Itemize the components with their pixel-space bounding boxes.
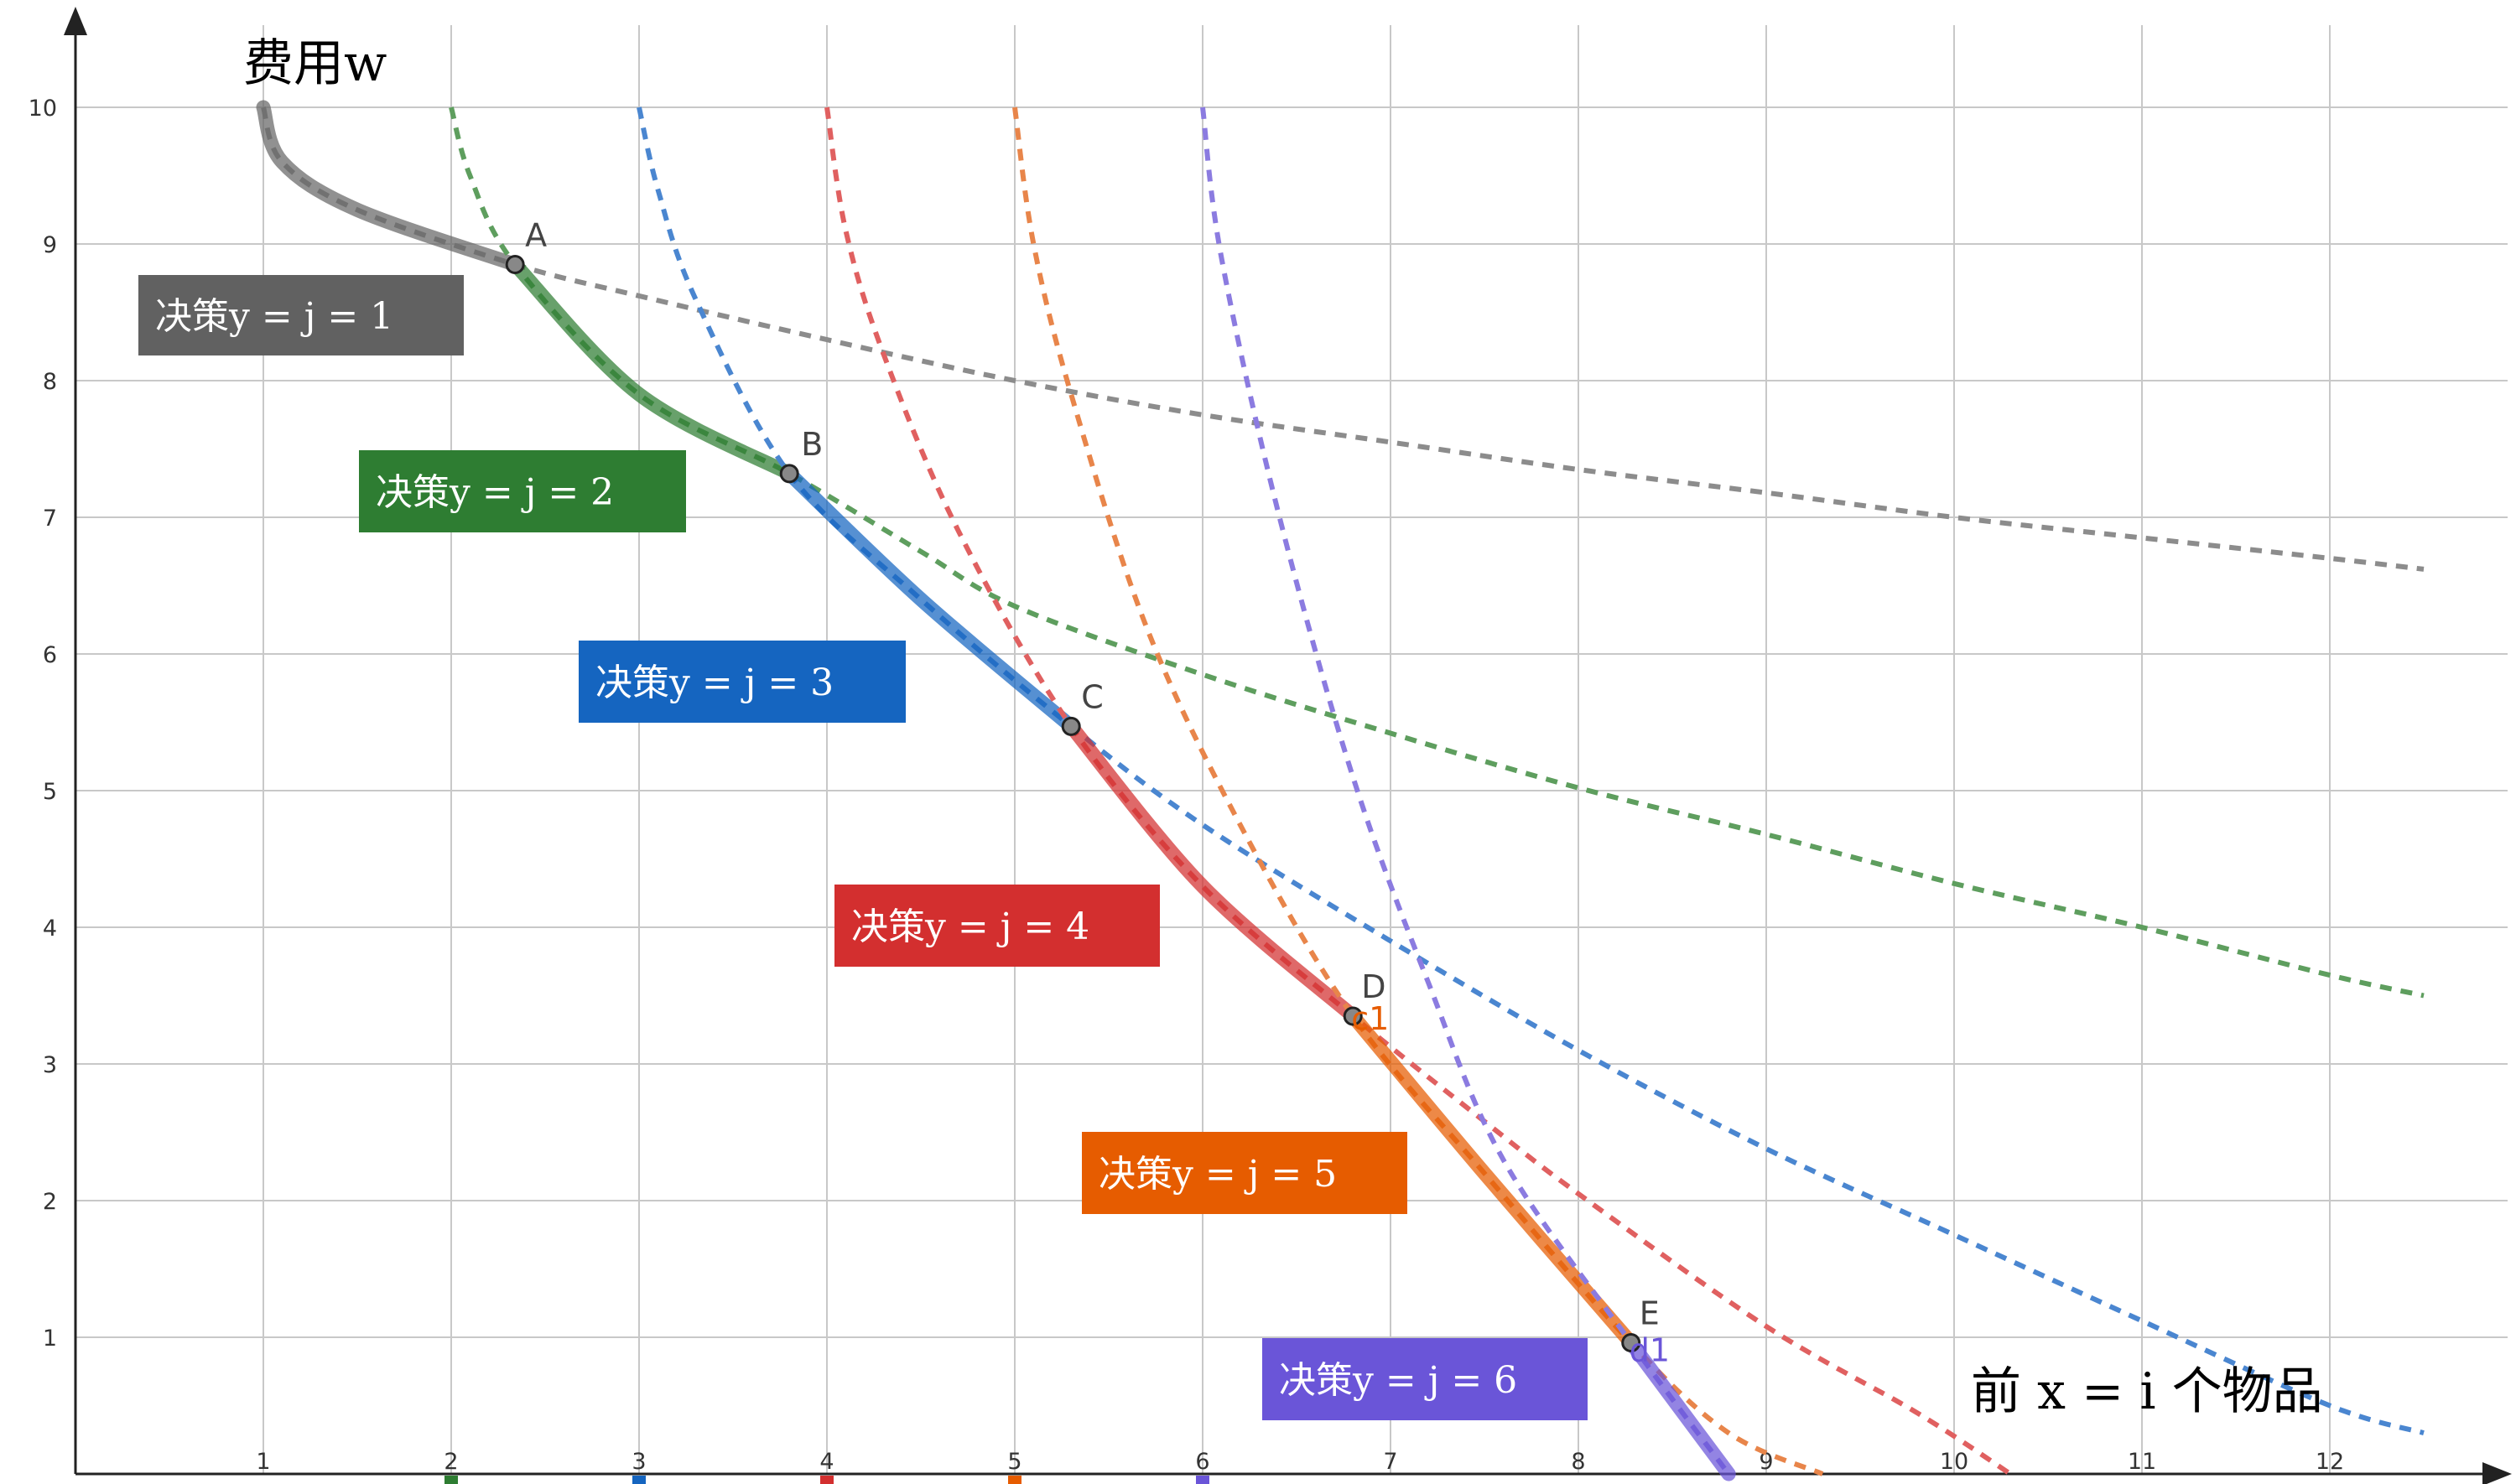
axis-marker-j6 bbox=[1196, 1476, 1209, 1484]
axis-marker-j4 bbox=[820, 1476, 834, 1484]
decision-badge-label: 决策y = j = 2 bbox=[376, 471, 614, 514]
series-j6-optimal-segment bbox=[1624, 1336, 1736, 1481]
x-axis-arrow-icon bbox=[2482, 1462, 2512, 1484]
y-axis-title: 费用w bbox=[243, 34, 387, 93]
series-j2-dashed-curve bbox=[449, 106, 2425, 999]
x-tick-label: 9 bbox=[1759, 1449, 1773, 1475]
series-j2-optimal-segment bbox=[507, 257, 797, 481]
decision-badge-label: 决策y = j = 3 bbox=[595, 662, 834, 704]
axis-marker-j2 bbox=[444, 1476, 458, 1484]
y-tick-label: 1 bbox=[43, 1326, 57, 1352]
y-tick-label: 6 bbox=[43, 642, 57, 668]
x-tick-label: 2 bbox=[444, 1449, 458, 1475]
decision-badge-j4: 决策y = j = 4 bbox=[834, 885, 1160, 967]
x-tick-label: 7 bbox=[1383, 1449, 1397, 1475]
decision-badge-bg bbox=[579, 641, 906, 723]
y-tick-label: 7 bbox=[43, 506, 57, 532]
decision-badge-j5: 决策y = j = 5 bbox=[1082, 1132, 1407, 1214]
point-label-d: D bbox=[1361, 968, 1385, 1005]
x-tick-label: 5 bbox=[1007, 1449, 1021, 1475]
badges-layer: 决策y = j = 1 决策y = j = 2 决策y = j = 3 决策y = j… bbox=[138, 275, 1588, 1420]
x-tick-label: 6 bbox=[1195, 1449, 1209, 1475]
x-tick-label: 4 bbox=[819, 1449, 834, 1475]
series-j3-optimal-segment bbox=[782, 466, 1079, 734]
axis-marker-j5 bbox=[1008, 1476, 1021, 1484]
point-c bbox=[1061, 716, 1081, 736]
y-tick-label: 10 bbox=[29, 96, 57, 122]
series-j1-optimal-segment bbox=[256, 100, 522, 272]
points-layer: A B C D Ec1 d1 bbox=[505, 216, 1670, 1369]
decision-badge-j6: 决策y = j = 6 bbox=[1262, 1338, 1588, 1420]
axis-marker-j3 bbox=[632, 1476, 646, 1484]
point-d bbox=[1343, 1006, 1363, 1026]
decision-badge-bg bbox=[359, 450, 686, 532]
decision-badge-j2: 决策y = j = 2 bbox=[359, 450, 686, 532]
series-j5-optimal-segment bbox=[1345, 1009, 1639, 1350]
x-tick-label: 8 bbox=[1571, 1449, 1585, 1475]
point-sublabel-c1: c1 bbox=[1351, 1000, 1389, 1037]
y-tick-label: 2 bbox=[43, 1189, 57, 1215]
series-j4-optimal-segment bbox=[1063, 719, 1360, 1024]
decision-badge-bg bbox=[834, 885, 1160, 967]
y-tick-label: 4 bbox=[43, 916, 57, 942]
point-label-e: E bbox=[1640, 1295, 1660, 1332]
curves-layer bbox=[256, 100, 2425, 1481]
y-tick-label: 8 bbox=[43, 369, 57, 395]
x-tick-label: 3 bbox=[632, 1449, 646, 1475]
x-tick-label: 1 bbox=[256, 1449, 270, 1475]
decision-badge-label: 决策y = j = 4 bbox=[851, 905, 1089, 948]
point-e bbox=[1621, 1333, 1641, 1353]
series-j6-dashed-curve bbox=[1200, 106, 1731, 1476]
decision-badge-bg bbox=[1262, 1338, 1588, 1420]
decision-badge-bg bbox=[138, 275, 464, 355]
point-a bbox=[505, 254, 525, 274]
x-tick-label: 10 bbox=[1940, 1449, 1968, 1475]
x-tick-label: 11 bbox=[2128, 1449, 2156, 1475]
x-tick-label: 12 bbox=[2316, 1449, 2344, 1475]
x-axis-title: 前 x = i 个物品 bbox=[1971, 1362, 2323, 1421]
point-label-c: C bbox=[1081, 678, 1104, 715]
decision-badge-j3: 决策y = j = 3 bbox=[579, 641, 906, 723]
decision-badge-j1: 决策y = j = 1 bbox=[138, 275, 464, 355]
y-axis-arrow-icon bbox=[64, 7, 87, 35]
point-label-b: B bbox=[801, 426, 823, 463]
decision-badge-label: 决策y = j = 6 bbox=[1279, 1359, 1517, 1402]
decision-badge-label: 决策y = j = 5 bbox=[1099, 1153, 1337, 1196]
point-b bbox=[779, 464, 799, 484]
point-sublabel-d1: d1 bbox=[1630, 1332, 1670, 1369]
decision-badge-label: 决策y = j = 1 bbox=[155, 295, 393, 338]
y-tick-label: 9 bbox=[43, 232, 57, 258]
point-label-a: A bbox=[525, 216, 547, 253]
decision-badge-bg bbox=[1082, 1132, 1407, 1214]
series-j3-dashed-curve bbox=[637, 106, 2425, 1435]
y-tick-label: 5 bbox=[43, 779, 57, 805]
y-tick-label: 3 bbox=[43, 1052, 57, 1078]
series-j4-dashed-curve bbox=[824, 106, 2012, 1476]
